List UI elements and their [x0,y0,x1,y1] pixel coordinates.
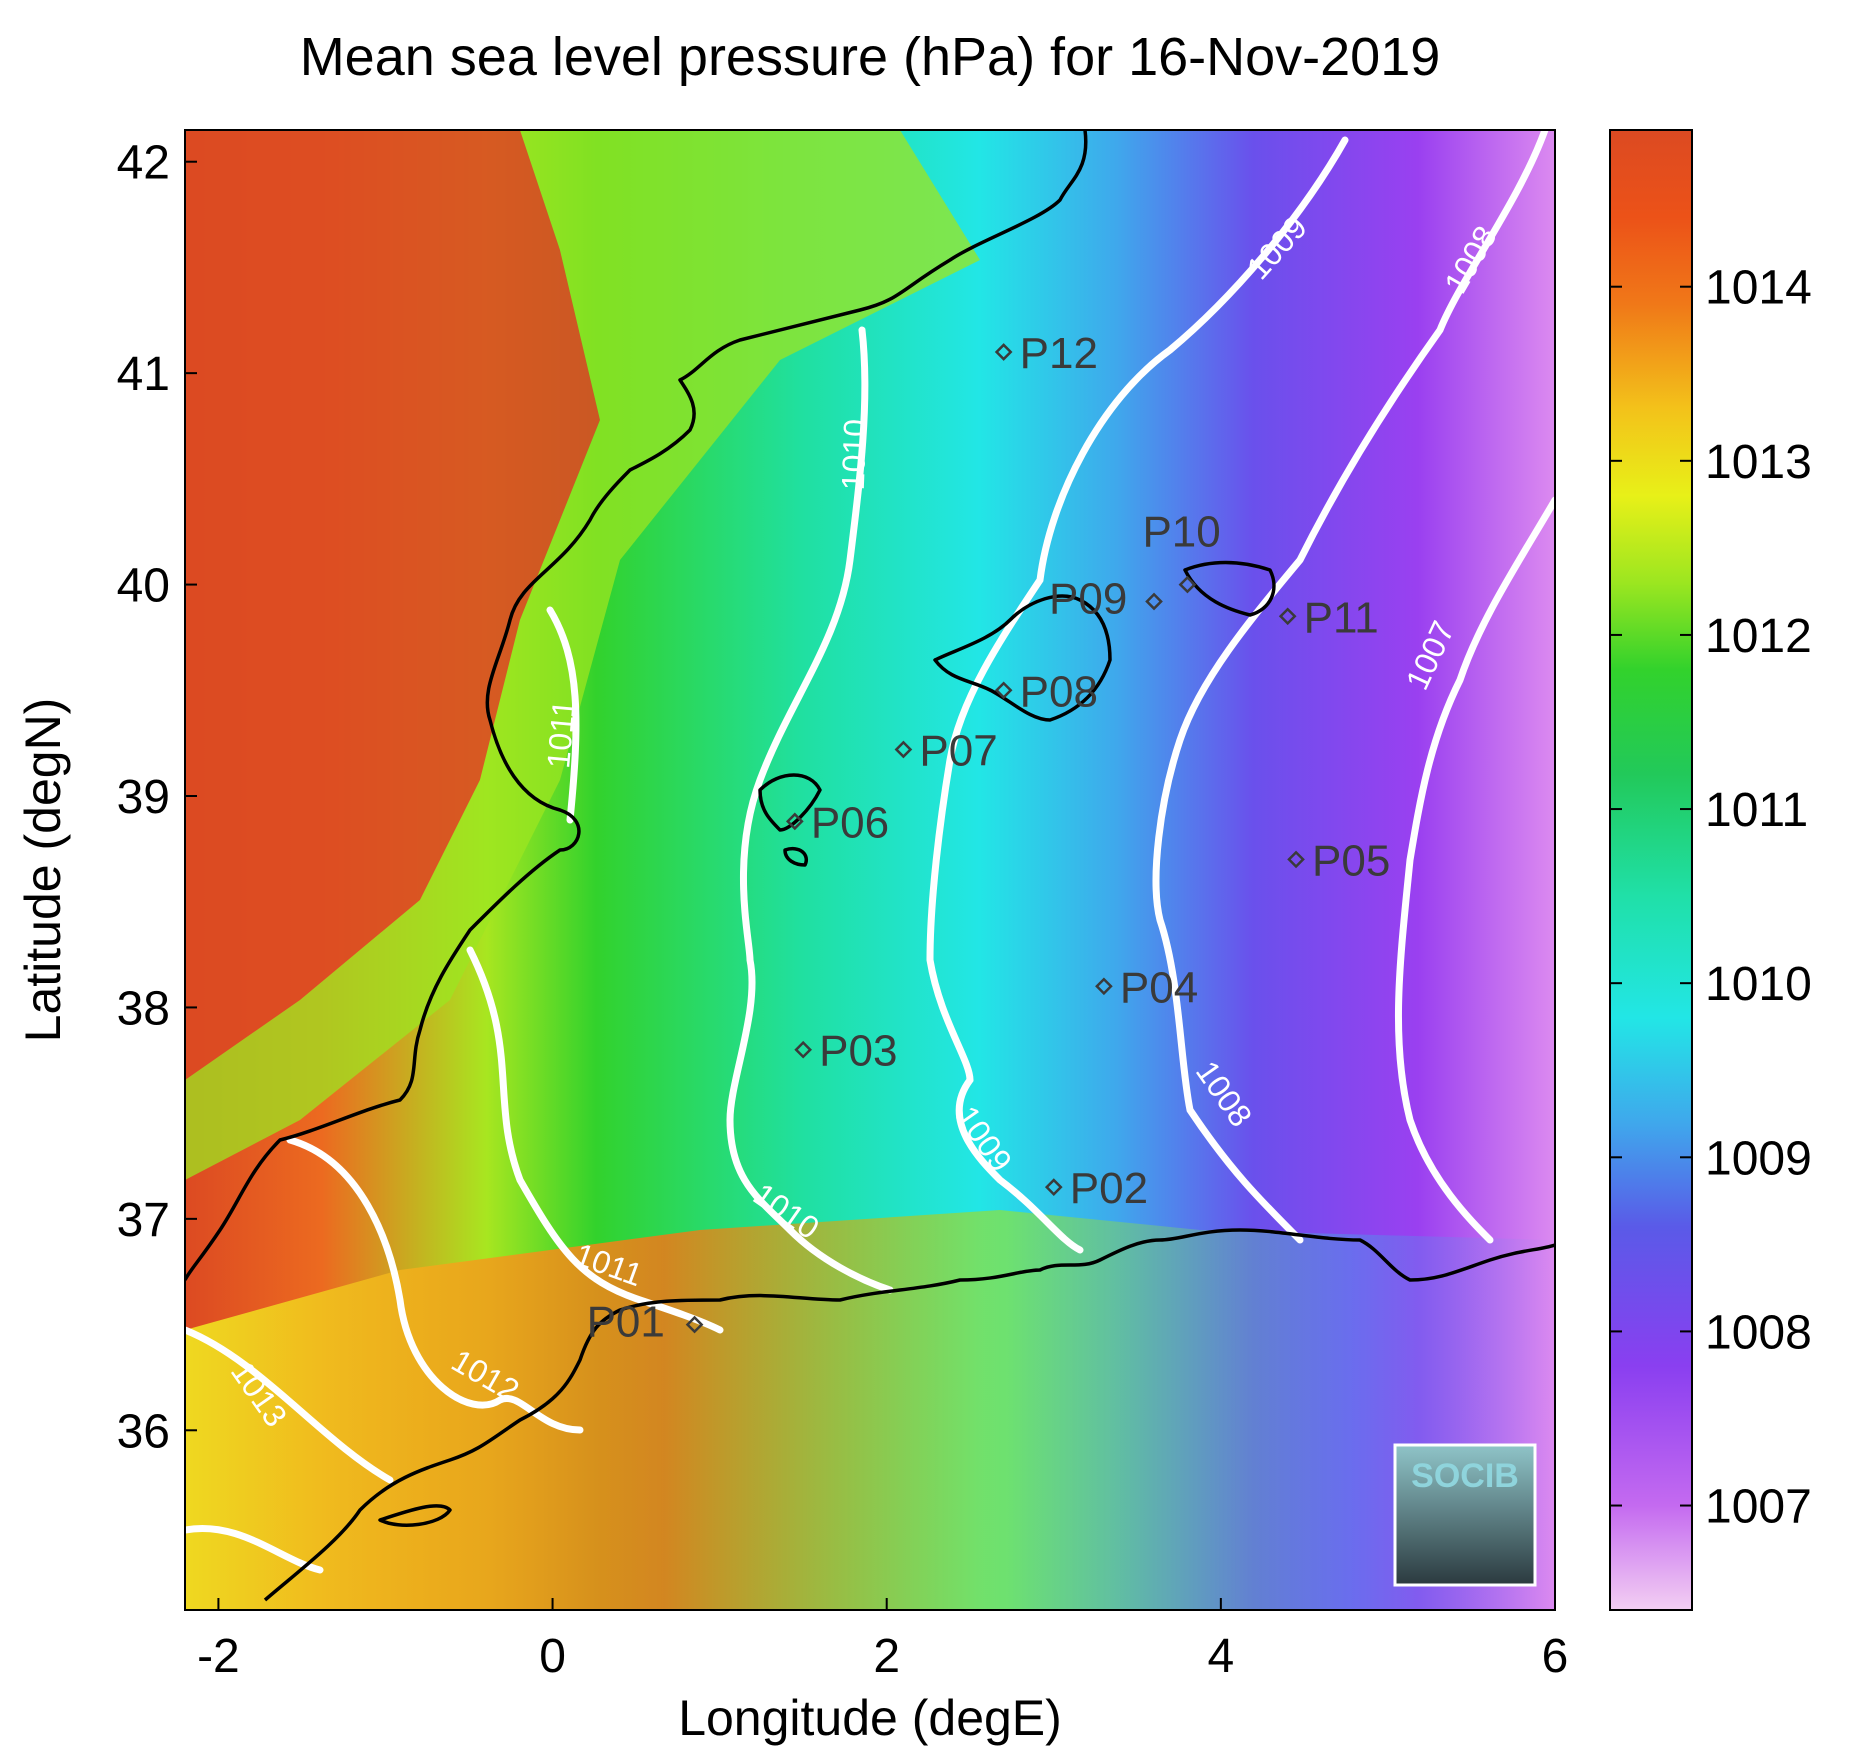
station-label: P05 [1312,836,1390,885]
station-label: P07 [919,726,997,775]
colorbar-tick-label: 1011 [1705,784,1808,837]
station-marker[interactable] [994,681,1013,700]
coastline [185,130,1555,1602]
x-tick-label: 0 [539,1630,566,1683]
plot-border [184,129,1556,1611]
african-coast [263,1228,1555,1602]
isobar-1009 [926,136,1349,1254]
colorbar-tick-label: 1012 [1705,610,1812,663]
station-label: P10 [1142,508,1220,557]
station-marker[interactable] [1287,850,1305,869]
station-label: P06 [811,798,889,847]
station-label: P09 [1049,574,1127,623]
x-tick-label: 2 [873,1630,900,1683]
menorca-island [1183,560,1276,617]
y-axis: 36 37 38 39 40 41 42 [117,137,197,1458]
y-tick-label: 39 [117,771,170,824]
mallorca-island [933,594,1112,722]
station-marker[interactable] [1178,575,1197,594]
colorbar-tick-label: 1008 [1705,1306,1812,1359]
y-tick-label: 42 [117,137,170,190]
y-tick-label: 37 [117,1194,170,1247]
station-marker[interactable] [685,1315,704,1334]
isobar-label: 1010 [835,418,873,490]
colorbar-tick-label: 1013 [1705,436,1812,489]
station-marker[interactable] [785,812,804,831]
station-label: P08 [1020,667,1098,716]
x-tick-label: 4 [1208,1630,1235,1683]
y-tick-label: 38 [117,982,170,1035]
y-tick-label: 40 [117,560,170,613]
colorbar-tick-label: 1009 [1705,1132,1812,1185]
formentera-island [783,847,808,867]
isobar-1011-south [466,946,724,1334]
x-axis: -2 0 2 4 6 [197,1598,1568,1683]
x-tick-label: 6 [1542,1630,1569,1683]
ibiza-island [758,773,822,832]
isobar-1010 [726,326,894,1294]
station-marker[interactable] [1145,592,1163,611]
x-axis-label: Longitude (degE) [678,1690,1062,1746]
y-tick-label: 36 [117,1405,170,1458]
colorbar-scale [1609,129,1693,1611]
map-plot-area [185,130,1555,1610]
isobar-1008 [1152,130,1549,1244]
station-label: P01 [587,1298,665,1347]
x-tick-label: -2 [197,1630,240,1683]
station-marker[interactable] [994,343,1013,361]
station-marker[interactable] [894,740,913,759]
colorbar: 1007 1008 1009 1010 1011 1012 1013 1014 [1609,129,1812,1611]
colorbar-tick-label: 1007 [1705,1481,1812,1534]
isobar-1011-north [546,606,580,824]
socib-logo: SOCIB [1393,1443,1537,1587]
isobar-contours [185,130,1555,1574]
station-label: P12 [1020,329,1098,378]
station-marker[interactable] [794,1040,813,1059]
station-marker[interactable] [1044,1178,1063,1196]
north-africa-region [185,1210,1555,1610]
iberia-high-pressure-region [185,130,600,1080]
station-label: P04 [1120,963,1198,1012]
isobar-1012 [286,1136,584,1434]
y-tick-label: 41 [117,348,170,401]
chart-title: Mean sea level pressure (hPa) for 16-Nov… [300,27,1441,87]
iberian-coast [185,130,1088,1281]
station-marker[interactable] [1278,607,1297,626]
isobar-1007 [1394,496,1555,1244]
station-marker[interactable] [1095,977,1113,996]
logo-text: SOCIB [1411,1457,1519,1495]
station-label: P11 [1304,593,1379,642]
station-label: P02 [1070,1164,1148,1213]
station-label: P03 [819,1027,897,1076]
colorbar-ticks: 1007 1008 1009 1010 1011 1012 1013 1014 [1610,262,1812,1534]
alboran-island [378,1504,452,1527]
y-axis-label: Latitude (degN) [15,698,71,1043]
colorbar-tick-label: 1014 [1705,262,1812,315]
iberia-slopes-region [185,130,980,1180]
station-markers: P01 P02 P03 P04 P05 P06 P07 P08 P09 P10 P11 P12 [587,329,1391,1347]
isobar-label: 1011 [540,698,582,770]
colorbar-tick-label: 1010 [1705,958,1812,1011]
